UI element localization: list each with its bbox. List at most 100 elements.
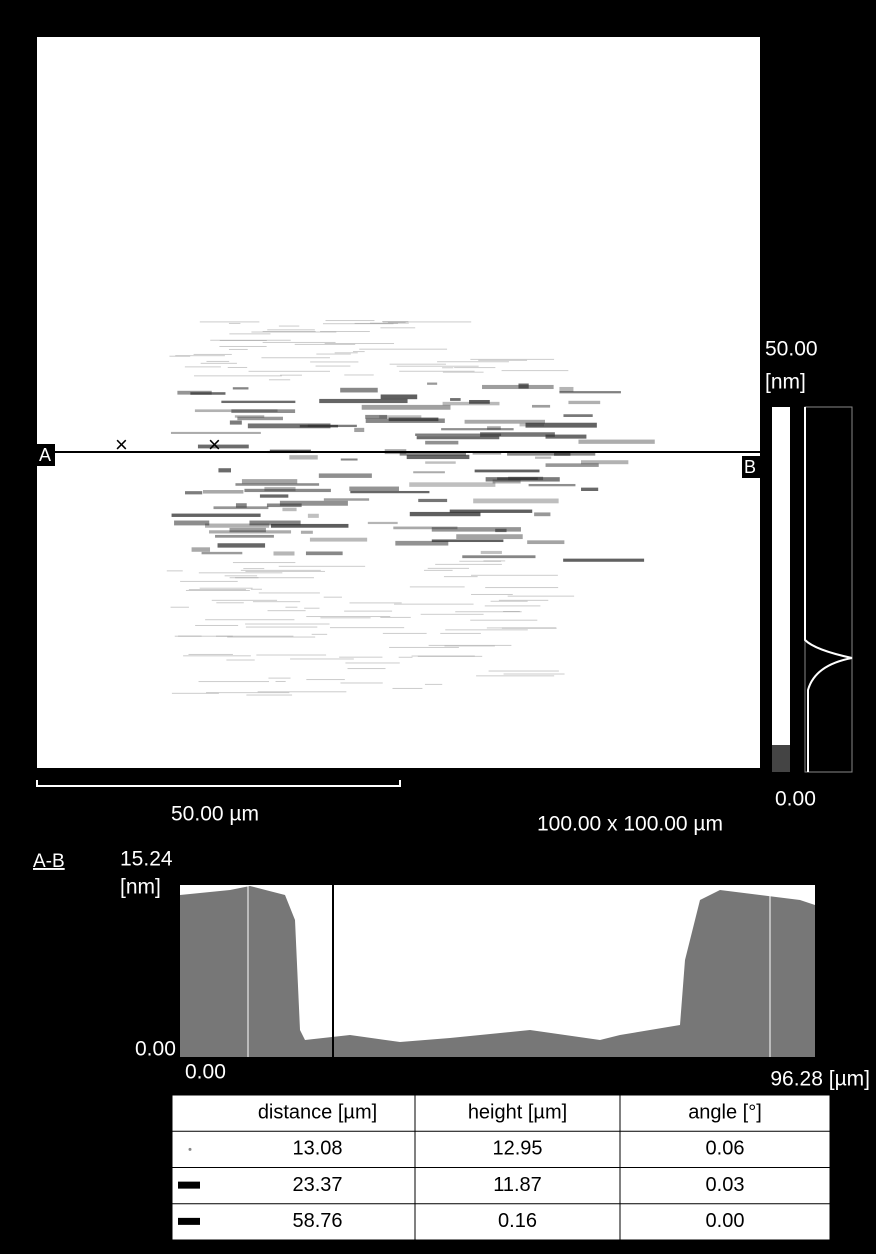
texture-streak [230,420,242,424]
texture-streak [444,576,478,577]
texture-streak [256,655,326,656]
texture-streak [246,695,292,696]
texture-streak [301,531,313,534]
texture-streak [499,600,548,601]
texture-streak [180,581,238,582]
table-cell: 12.95 [492,1138,542,1160]
texture-streak [227,637,315,638]
texture-streak [435,564,502,565]
table-cell: 23.37 [292,1174,342,1196]
texture-streak [259,592,320,593]
texture-streak [218,468,231,472]
profile-x-max: 96.28 [µm] [770,1068,870,1091]
texture-streak [243,568,264,569]
texture-streak [578,440,654,444]
texture-streak [345,662,399,663]
texture-streak [443,372,484,373]
texture-streak [205,619,294,620]
texture-streak [482,385,554,389]
texture-streak [324,597,342,598]
texture-streak [428,568,469,569]
texture-streak [568,401,600,404]
texture-streak [450,398,461,401]
texture-streak [393,527,457,530]
texture-streak [185,491,202,494]
texture-streak [535,457,551,459]
texture-streak [229,323,240,324]
texture-streak [397,366,479,367]
texture-streak [316,354,350,355]
texture-streak [473,499,558,504]
texture-streak [218,543,266,547]
texture-streak [455,611,521,612]
texture-streak [189,654,233,655]
texture-streak [172,514,261,517]
texture-streak [410,512,481,516]
histogram [805,407,852,772]
texture-streak [527,540,564,544]
cursor-mark: × [208,432,221,457]
texture-streak [229,349,248,350]
texture-streak [456,534,522,539]
texture-streak [465,420,545,424]
texture-streak [425,441,458,445]
texture-streak [202,552,243,554]
profile-x-min: 0.00 [185,1061,226,1084]
texture-streak [241,570,321,571]
texture-streak [424,570,453,571]
texture-streak [532,405,550,408]
texture-streak [470,359,554,360]
texture-streak [335,352,358,353]
texture-streak [399,657,413,658]
texture-streak [251,332,336,333]
texture-streak [383,633,427,634]
texture-streak [280,501,348,506]
texture-streak [437,361,509,362]
texture-streak [324,498,369,500]
texture-streak [282,508,296,511]
texture-streak [171,607,189,608]
texture-streak [380,617,410,618]
table-header: distance [µm] [258,1101,377,1123]
texture-streak [233,562,295,563]
texture-streak [429,645,512,646]
texture-streak [485,605,541,606]
texture-streak [264,487,295,491]
texture-streak [491,601,528,602]
texture-streak [306,551,343,555]
texture-streak [249,521,300,526]
texture-streak [316,366,351,367]
row-swatch [178,1218,200,1225]
texture-streak [421,614,484,615]
texture-streak [354,428,364,432]
texture-streak [380,327,415,328]
profile-y-unit: [nm] [120,876,161,899]
table-header: height [µm] [468,1101,567,1123]
texture-streak [341,458,358,460]
texture-streak [308,514,319,518]
texture-streak [310,361,358,362]
texture-streak [340,388,378,393]
cursor-mark: × [115,432,128,457]
row-swatch [189,1148,192,1151]
texture-streak [475,470,540,473]
profile-title: A-B [33,851,65,872]
texture-streak [269,379,290,380]
texture-streak [183,655,251,656]
texture-streak [253,601,300,602]
texture-streak [471,594,513,595]
texture-streak [242,479,297,484]
table-cell: 0.06 [706,1138,745,1160]
texture-streak [207,361,230,362]
texture-streak [427,383,437,385]
texture-streak [388,322,406,323]
profile-y-max: 15.24 [120,848,173,871]
texture-streak [534,512,550,516]
texture-streak [355,323,398,324]
texture-streak [304,608,319,609]
table-cell: 13.08 [292,1138,342,1160]
texture-streak [200,588,253,589]
texture-streak [310,538,367,542]
texture-streak [186,590,250,591]
texture-streak [233,387,249,389]
